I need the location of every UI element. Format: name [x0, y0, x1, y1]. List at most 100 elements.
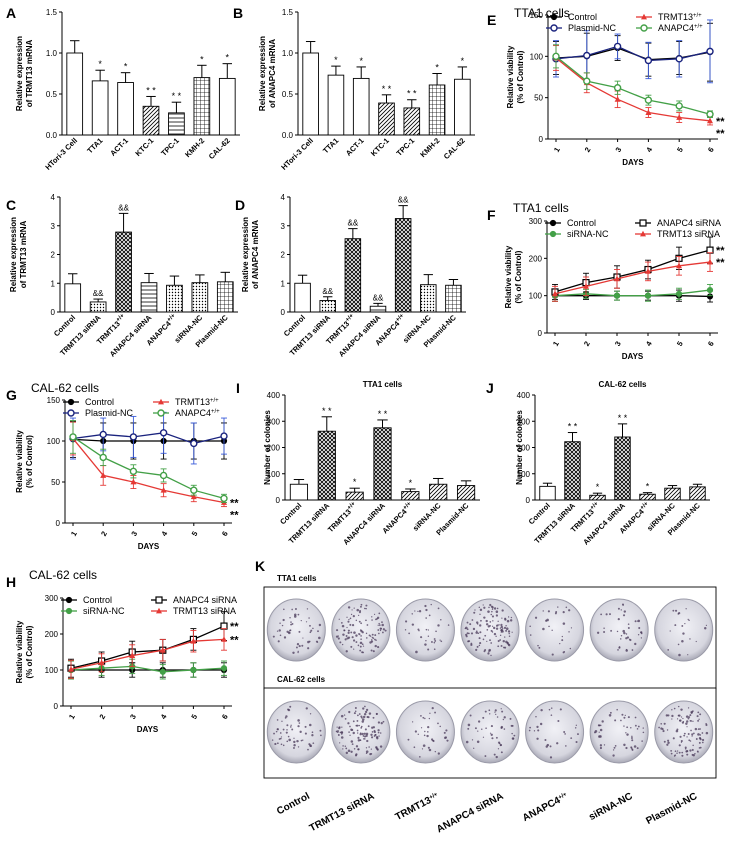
series-line [72, 438, 225, 504]
colony [667, 648, 670, 651]
colony [342, 745, 344, 747]
colony [699, 713, 702, 716]
colony [282, 728, 285, 731]
colony [281, 624, 284, 627]
colony [633, 745, 637, 748]
x-tick: ACT-1 [108, 136, 130, 158]
colony [300, 739, 303, 742]
legend-label: siRNA-NC [567, 229, 609, 239]
panel-letter-I: I [236, 380, 240, 396]
x-tick-label: 5 [190, 530, 200, 538]
significance-mark: * * [568, 422, 578, 432]
colony [425, 608, 428, 612]
series-anapc4-sirna [67, 611, 228, 678]
colony [297, 746, 300, 748]
colony [312, 742, 315, 745]
x-tick: 1 [551, 340, 561, 348]
colony [301, 644, 304, 647]
colony [372, 650, 375, 653]
colony [434, 639, 437, 642]
data-point [706, 286, 714, 294]
colony [562, 651, 565, 654]
colony [479, 608, 483, 612]
colony [620, 609, 622, 611]
x-tick-label: Control [278, 501, 303, 526]
colony [283, 608, 285, 611]
data-point [190, 439, 198, 448]
colony [287, 708, 290, 711]
colony [691, 710, 694, 712]
colony [373, 613, 376, 616]
colony [415, 650, 418, 654]
colony [379, 629, 382, 632]
legend-entry: Control [545, 218, 596, 228]
colony [368, 746, 370, 748]
legend-entry: siRNA-NC [61, 606, 125, 616]
colony [362, 718, 365, 721]
colony [575, 740, 578, 744]
colony [698, 718, 700, 720]
colony [364, 728, 367, 731]
x-tick: 4 [159, 712, 169, 721]
colony [359, 733, 362, 736]
colony [698, 741, 701, 744]
colony [598, 731, 600, 733]
colony [489, 713, 491, 715]
x-tick: 3 [129, 530, 139, 538]
y-axis-title-line2: (% of Control) [25, 625, 34, 678]
colony [374, 634, 377, 637]
x-tick-label: CAL-62 [442, 136, 467, 161]
colony [361, 651, 364, 654]
colony [364, 705, 366, 708]
data-point [190, 486, 198, 494]
colony [503, 626, 507, 630]
x-tick: CAL-62 [442, 136, 467, 161]
y-tick-label: 100 [517, 470, 531, 479]
bar [115, 231, 132, 313]
significance-mark: * * [618, 413, 628, 423]
x-tick-label: ACT-1 [344, 136, 366, 158]
colony [365, 708, 369, 712]
x-axis-title: DAYS [622, 158, 644, 167]
colony [501, 609, 504, 612]
data-point [707, 117, 713, 124]
x-tick: ACT-1 [344, 136, 366, 158]
colony [691, 733, 694, 736]
data-point [159, 668, 166, 675]
colony [350, 740, 354, 743]
legend-entry: ANAPC4+/+ [636, 23, 703, 33]
legend-entry: TRMT13 siRNA [635, 229, 720, 239]
colony [496, 716, 499, 718]
colony [609, 711, 612, 714]
colony [697, 719, 700, 722]
y-axis-title: Relative expression of TRMT13 mRNA [15, 36, 34, 111]
data-point [676, 114, 683, 120]
chart-title: CAL-62 cells [29, 568, 97, 582]
x-tick-label: 2 [99, 530, 109, 538]
colony [542, 627, 545, 631]
colony [620, 719, 622, 722]
bar [456, 485, 476, 501]
bar [168, 112, 185, 136]
colony [660, 722, 663, 725]
data-point [676, 262, 682, 269]
colony [376, 616, 380, 620]
colony [622, 629, 626, 633]
colony [283, 636, 287, 639]
data-point [129, 652, 136, 658]
colony [689, 720, 692, 722]
y-tick-label: 300 [517, 417, 531, 426]
y-axis-title: Relative viability (% of Control) [15, 430, 34, 493]
x-tick: 3 [613, 340, 623, 348]
panel-B: B 0.0 0.5 1.0 1.5 Relative expression of ANAPC… [233, 5, 475, 172]
colony [489, 603, 492, 607]
colony [686, 736, 688, 738]
colony [503, 646, 505, 649]
y-tick-label: 50 [534, 94, 543, 103]
colony [667, 739, 670, 742]
colony [627, 716, 630, 719]
colony [340, 714, 344, 718]
data-point [583, 51, 591, 60]
colony [603, 744, 606, 746]
